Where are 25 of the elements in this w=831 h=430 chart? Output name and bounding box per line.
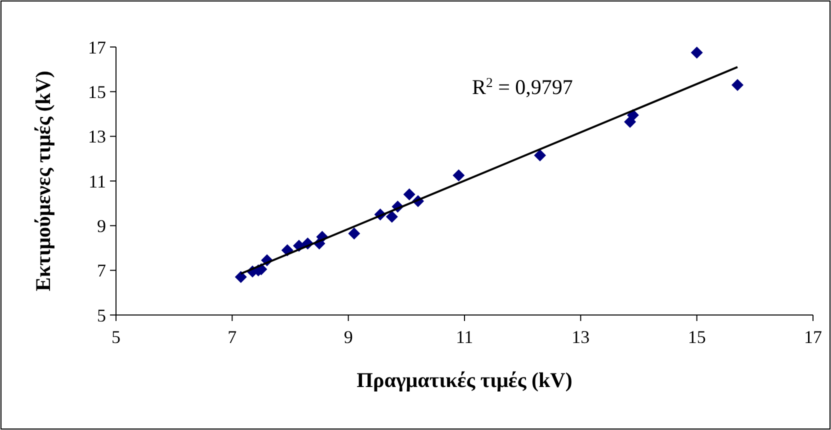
y-tick-label: 7 — [97, 260, 106, 281]
point — [731, 78, 744, 91]
y-tick-label: 5 — [97, 305, 106, 326]
x-tick-label: 7 — [228, 327, 237, 347]
point — [386, 210, 398, 223]
point — [348, 227, 360, 240]
y-tick-label: 15 — [88, 82, 106, 102]
x-tick-label: 17 — [804, 327, 822, 347]
y-tick-label: 17 — [88, 37, 106, 58]
point — [690, 46, 703, 59]
x-axis-title: Πραγματικές τιμές (kV) — [356, 368, 572, 392]
x-tick-label: 15 — [688, 327, 706, 347]
point — [534, 149, 546, 162]
annotation: R$^{2}$ = 0,9797 — [472, 74, 573, 99]
x-tick-label: 13 — [572, 327, 590, 347]
point — [234, 271, 247, 284]
x-tick-label: 5 — [112, 327, 120, 347]
x-tick-label: 11 — [456, 327, 474, 347]
point — [403, 188, 416, 200]
x-tick-label: 9 — [344, 327, 353, 347]
point — [452, 169, 465, 182]
y-axis-title: Εκτιμούμενες τιμές (kV) — [31, 70, 55, 292]
y-tick-label: 9 — [97, 216, 106, 236]
y-tick-label: 11 — [88, 171, 106, 192]
y-tick-label: 13 — [88, 126, 106, 147]
